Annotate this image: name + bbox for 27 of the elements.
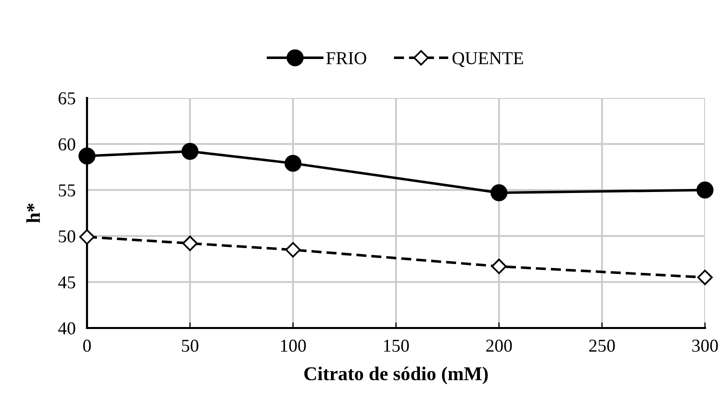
point bbox=[697, 270, 713, 286]
point bbox=[490, 184, 508, 202]
y-tick-label: 65 bbox=[58, 92, 76, 104]
point bbox=[491, 258, 507, 274]
x-tick-label: 250 bbox=[589, 340, 615, 352]
legend-label: FRIO bbox=[326, 52, 366, 64]
y-tick-label: 40 bbox=[58, 322, 76, 334]
point bbox=[696, 182, 714, 198]
y-tick-label: 60 bbox=[58, 138, 76, 150]
point bbox=[285, 242, 301, 258]
point bbox=[182, 236, 198, 252]
x-tick-label: 50 bbox=[182, 340, 198, 352]
x-axis-title: Citrato de sódio (mM) bbox=[304, 366, 488, 384]
y-tick-label: 45 bbox=[58, 276, 76, 288]
point bbox=[284, 154, 302, 172]
y-axis-title: h* bbox=[26, 204, 40, 223]
x-tick-label: 200 bbox=[486, 340, 512, 352]
x-tick-label: 150 bbox=[384, 340, 409, 352]
legend-label: QUENTE bbox=[452, 52, 524, 68]
point bbox=[79, 229, 95, 245]
x-tick-label: 300 bbox=[692, 340, 718, 352]
y-tick-label: 55 bbox=[58, 184, 76, 196]
x-tick-label: 100 bbox=[281, 340, 306, 352]
point bbox=[78, 147, 96, 164]
x-tick-label: 0 bbox=[83, 340, 91, 352]
point bbox=[182, 142, 198, 160]
y-tick-label: 50 bbox=[58, 230, 76, 242]
